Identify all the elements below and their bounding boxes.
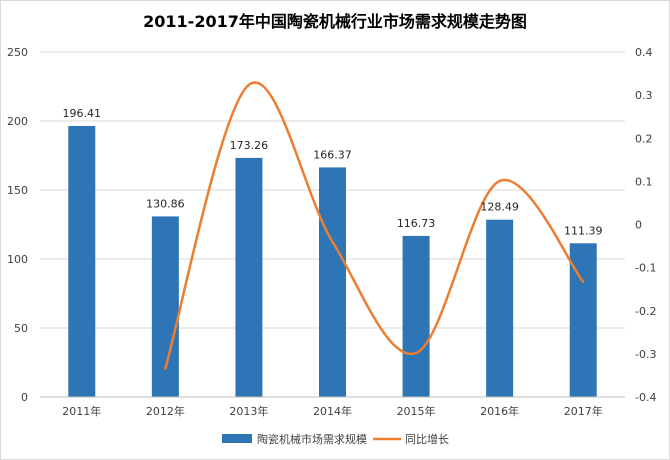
chart-title: 2011-2017年中国陶瓷机械行业市场需求规模走势图 <box>143 12 527 31</box>
x-tick-label: 2015年 <box>397 404 436 418</box>
x-tick-label: 2017年 <box>564 404 603 418</box>
x-tick-label: 2012年 <box>146 404 185 418</box>
y-left-tick-label: 0 <box>21 391 28 404</box>
bar <box>151 216 179 397</box>
y-right-tick-label: 0.3 <box>635 89 653 102</box>
data-label: 111.39 <box>564 224 603 237</box>
y-left-tick-label: 150 <box>7 184 28 197</box>
y-right-tick-label: 0.4 <box>635 46 653 59</box>
legend-swatch-bar <box>222 434 252 443</box>
y-right-tick-label: 0.1 <box>635 175 653 188</box>
x-tick-label: 2016年 <box>480 404 519 418</box>
data-labels: 196.41 130.86 173.26 166.37 116.73 128.49 111.… <box>63 107 603 237</box>
y-left-tick-label: 50 <box>14 322 28 335</box>
axes: 0 50 100 150 200 250 -0.4 -0.3 -0.2 -0.1 0 0.1 0.2 0.… <box>7 46 656 418</box>
bar <box>235 157 263 397</box>
bar <box>319 167 346 397</box>
legend-label-line: 同比增长 <box>405 432 449 446</box>
y-right-tick-label: -0.2 <box>635 305 656 318</box>
bar <box>68 125 96 398</box>
y-right-tick-label: -0.1 <box>635 262 656 275</box>
legend-label-bar: 陶瓷机械市场需求规模 <box>257 432 367 446</box>
y-left-tick-label: 250 <box>7 46 28 59</box>
growth-line <box>164 81 585 370</box>
x-tick-label: 2011年 <box>62 404 101 418</box>
y-right-tick-label: 0 <box>635 219 642 232</box>
data-label: 166.37 <box>313 148 352 161</box>
data-label: 173.26 <box>230 139 269 152</box>
bar <box>402 235 430 397</box>
y-right-tick-label: 0.2 <box>635 132 653 145</box>
legend: 陶瓷机械市场需求规模 同比增长 <box>222 432 449 446</box>
line-series <box>164 81 585 370</box>
x-tick-label: 2013年 <box>229 404 268 418</box>
y-left-tick-label: 200 <box>7 115 28 128</box>
bar-series <box>68 125 597 398</box>
x-tick-label: 2014年 <box>313 404 352 418</box>
bar <box>486 219 514 397</box>
y-right-tick-label: -0.4 <box>635 391 656 404</box>
data-label: 196.41 <box>63 107 102 120</box>
data-label: 128.49 <box>480 201 519 214</box>
y-right-tick-label: -0.3 <box>635 348 656 361</box>
data-label: 130.86 <box>146 197 185 210</box>
y-left-tick-label: 100 <box>7 253 28 266</box>
data-label: 116.73 <box>397 217 436 230</box>
